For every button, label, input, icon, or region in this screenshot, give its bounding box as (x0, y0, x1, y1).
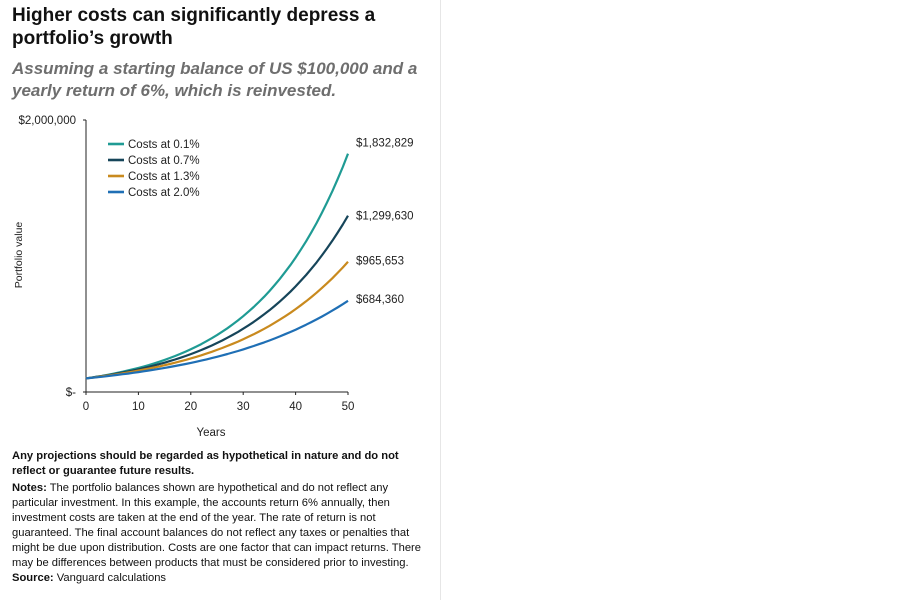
end-value-label: $1,299,630 (356, 210, 414, 222)
x-tick-label: 0 (83, 401, 89, 413)
y-tick-label: $- (66, 387, 76, 399)
notes-text: The portfolio balances shown are hypothe… (12, 482, 421, 569)
notes-label: Notes: (12, 482, 47, 494)
end-value-label: $1,832,829 (356, 138, 414, 150)
source-text: Vanguard calculations (53, 572, 167, 584)
disclaimer-text: Any projections should be regarded as hy… (12, 450, 399, 477)
legend-label: Costs at 1.3% (128, 171, 200, 183)
legend-label: Costs at 0.1% (128, 139, 200, 151)
footnotes: Any projections should be regarded as hy… (12, 449, 427, 586)
x-tick-label: 40 (289, 401, 302, 413)
end-value-label: $965,653 (356, 256, 404, 268)
x-tick-label: 30 (237, 401, 250, 413)
legend-label: Costs at 0.7% (128, 155, 200, 167)
y-axis-label: Portfolio value (13, 222, 25, 289)
series-line (85, 299, 349, 380)
chart-panel: Higher costs can significantly depress a… (0, 0, 441, 600)
end-value-label: $684,360 (356, 294, 404, 306)
source-label: Source: (12, 572, 54, 584)
page-subtitle: Assuming a starting balance of US $100,0… (12, 59, 418, 100)
source-line: Source: Vanguard calculations (12, 571, 427, 586)
x-tick-label: 50 (342, 401, 355, 413)
legend-label: Costs at 2.0% (128, 187, 200, 199)
notes-paragraph: Notes: The portfolio balances shown are … (12, 481, 427, 571)
page-title: Higher costs can significantly depress a… (12, 5, 376, 49)
x-axis-label: Years (197, 427, 226, 439)
x-tick-label: 10 (132, 401, 145, 413)
line-chart: 0 10 20 30 40 50 $- $2,000,000 Years Portfolio va… (13, 115, 414, 439)
x-tick-label: 20 (184, 401, 197, 413)
series-line (85, 153, 350, 380)
y-tick-label: $2,000,000 (18, 115, 76, 127)
series-line (85, 261, 349, 380)
series-line (85, 215, 349, 380)
